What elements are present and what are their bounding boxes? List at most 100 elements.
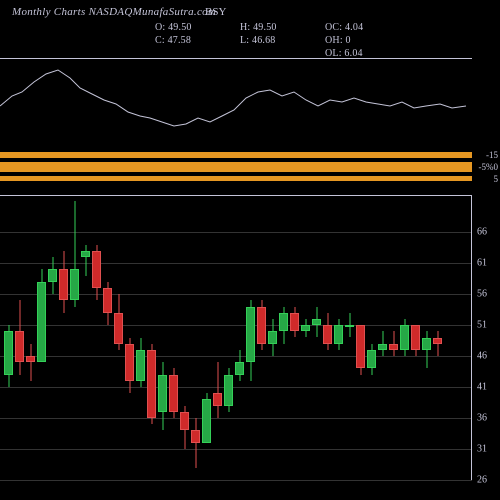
candle-body	[158, 375, 167, 412]
candle-body	[356, 325, 365, 368]
candle[interactable]	[26, 195, 35, 480]
candle[interactable]	[312, 195, 321, 480]
candle-wick	[30, 344, 31, 381]
candle-body	[15, 331, 24, 362]
candle[interactable]	[411, 195, 420, 480]
candle[interactable]	[213, 195, 222, 480]
divider-band	[0, 162, 472, 172]
candle[interactable]	[136, 195, 145, 480]
candle-body	[202, 399, 211, 442]
candle-body	[125, 344, 134, 381]
candle[interactable]	[92, 195, 101, 480]
candle-body	[81, 251, 90, 257]
candle-body	[235, 362, 244, 374]
candle-body	[312, 319, 321, 325]
candle-body	[378, 344, 387, 350]
candle[interactable]	[389, 195, 398, 480]
y-axis-line	[471, 195, 472, 480]
candle[interactable]	[48, 195, 57, 480]
candle[interactable]	[378, 195, 387, 480]
divider-band-label: -15	[486, 150, 498, 160]
candle[interactable]	[147, 195, 156, 480]
upper-indicator-line	[0, 60, 472, 140]
candle-wick	[195, 418, 196, 468]
candle[interactable]	[191, 195, 200, 480]
ohlc-stats: O: 49.50 H: 49.50 OC: 4.04 C: 47.58 L: 4…	[155, 22, 383, 61]
candlestick-chart[interactable]	[0, 195, 472, 480]
stat-oh: OH: 0	[325, 35, 383, 48]
candle-body	[37, 282, 46, 363]
candle[interactable]	[246, 195, 255, 480]
y-axis-label: 66	[477, 227, 487, 238]
candle[interactable]	[433, 195, 442, 480]
candle-body	[433, 338, 442, 344]
candle-body	[268, 331, 277, 343]
stat-close: C: 47.58	[155, 35, 240, 48]
divider-band	[0, 176, 472, 181]
candle[interactable]	[367, 195, 376, 480]
chart-title: Monthly Charts NASDAQMunafaSutra.com	[12, 6, 216, 18]
stat-low: L: 46.68	[240, 35, 325, 48]
candle[interactable]	[4, 195, 13, 480]
candle-body	[147, 350, 156, 418]
candle[interactable]	[103, 195, 112, 480]
candle[interactable]	[81, 195, 90, 480]
candle[interactable]	[422, 195, 431, 480]
candle[interactable]	[235, 195, 244, 480]
divider-band-label: -5%0	[479, 162, 499, 172]
candle[interactable]	[257, 195, 266, 480]
candle-body	[48, 269, 57, 281]
candle[interactable]	[37, 195, 46, 480]
candle[interactable]	[301, 195, 310, 480]
candle[interactable]	[202, 195, 211, 480]
candle-wick	[437, 331, 438, 356]
candle[interactable]	[180, 195, 189, 480]
candle[interactable]	[279, 195, 288, 480]
candle-body	[114, 313, 123, 344]
candle[interactable]	[59, 195, 68, 480]
candle[interactable]	[169, 195, 178, 480]
candle[interactable]	[15, 195, 24, 480]
candle[interactable]	[268, 195, 277, 480]
candle-body	[4, 331, 13, 374]
candle-body	[345, 325, 354, 327]
candle-wick	[85, 245, 86, 276]
candle[interactable]	[334, 195, 343, 480]
candle[interactable]	[400, 195, 409, 480]
candle-body	[103, 288, 112, 313]
candle-body	[169, 375, 178, 412]
candle-top-border	[0, 195, 472, 196]
candle[interactable]	[125, 195, 134, 480]
candle-body	[367, 350, 376, 369]
candle-body	[290, 313, 299, 332]
candle-body	[59, 269, 68, 300]
candle-body	[191, 430, 200, 442]
candle[interactable]	[345, 195, 354, 480]
candle-body	[70, 269, 79, 300]
candle-body	[400, 325, 409, 350]
candle-body	[411, 325, 420, 350]
candle-body	[136, 350, 145, 381]
indicator-top-border	[0, 58, 472, 59]
candle-body	[422, 338, 431, 350]
ticker-symbol: BSY	[205, 6, 226, 18]
candle[interactable]	[114, 195, 123, 480]
candle[interactable]	[224, 195, 233, 480]
candle[interactable]	[323, 195, 332, 480]
y-axis-label: 36	[477, 413, 487, 424]
candle-body	[92, 251, 101, 288]
candle[interactable]	[158, 195, 167, 480]
candle-body	[301, 325, 310, 331]
y-axis-label: 51	[477, 320, 487, 331]
candle-body	[26, 356, 35, 362]
candle[interactable]	[290, 195, 299, 480]
candle-wick	[217, 362, 218, 418]
stat-oc: OC: 4.04	[325, 22, 383, 35]
candle-body	[246, 307, 255, 363]
stat-high: H: 49.50	[240, 22, 325, 35]
y-axis-label: 26	[477, 475, 487, 486]
y-axis-label: 31	[477, 444, 487, 455]
candle[interactable]	[70, 195, 79, 480]
candle[interactable]	[356, 195, 365, 480]
stock-chart-root: Monthly Charts NASDAQMunafaSutra.com BSY…	[0, 0, 500, 500]
